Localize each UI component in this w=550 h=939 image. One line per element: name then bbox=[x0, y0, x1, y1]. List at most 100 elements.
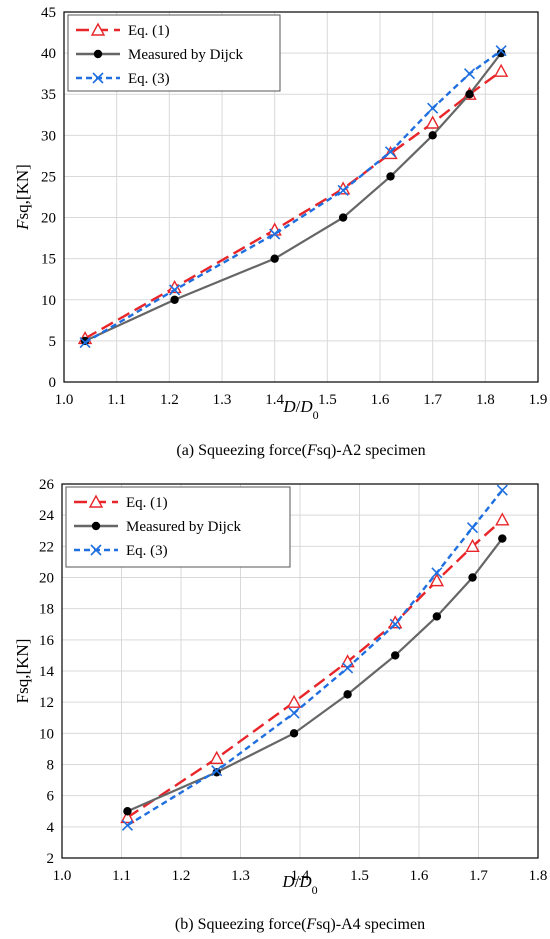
x-tick-label: 1.3 bbox=[231, 868, 250, 884]
data-point bbox=[211, 765, 223, 777]
legend-marker bbox=[90, 22, 106, 36]
data-point bbox=[170, 295, 179, 304]
data-point bbox=[431, 567, 443, 579]
chart-caption: (b) Squeezing force(Fsq)-A4 specimen bbox=[175, 916, 425, 933]
series-line bbox=[84, 52, 503, 342]
chart-caption: (a) Squeezing force(Fsq)-A2 specimen bbox=[176, 442, 425, 459]
data-point bbox=[286, 694, 302, 708]
y-tick-label: 18 bbox=[39, 602, 54, 618]
x-tick-label: 1.9 bbox=[529, 392, 548, 408]
legend-label: Eq. (1) bbox=[128, 23, 170, 39]
y-tick-label: 6 bbox=[47, 789, 55, 805]
y-tick-label: 20 bbox=[41, 211, 56, 227]
data-point bbox=[493, 63, 509, 77]
data-point bbox=[337, 184, 349, 196]
data-point bbox=[123, 807, 132, 816]
data-point bbox=[427, 102, 439, 114]
x-axis-label: D/D0 bbox=[281, 872, 317, 897]
data-point bbox=[80, 336, 90, 346]
x-tick-label: 1.8 bbox=[529, 868, 548, 884]
y-tick-label: 10 bbox=[39, 726, 54, 742]
data-point bbox=[342, 662, 354, 674]
x-tick-label: 1.7 bbox=[423, 392, 442, 408]
data-point bbox=[465, 538, 480, 553]
y-tick-label: 0 bbox=[49, 375, 57, 391]
data-point bbox=[389, 618, 401, 630]
data-point bbox=[468, 573, 477, 582]
legend-marker bbox=[88, 494, 104, 508]
data-point bbox=[288, 707, 300, 719]
chart-b: 1.0 1.1 1.2 1.3 1.4 1.5 1.6 1.7 1.8 24 6 8 10 12 14 16 1… bbox=[13, 477, 548, 933]
series-line bbox=[84, 70, 502, 340]
data-point bbox=[338, 213, 348, 222]
y-axis-label: Fsq,[KN] bbox=[13, 639, 32, 704]
legend-label: Eq. (3) bbox=[126, 543, 168, 559]
y-tick-label: 15 bbox=[41, 252, 56, 268]
legend-marker bbox=[92, 72, 104, 84]
y-tick-label: 12 bbox=[39, 695, 54, 711]
legend-label: Eq. (3) bbox=[128, 71, 170, 87]
y-tick-label: 20 bbox=[39, 571, 54, 587]
x-tick-label: 1.0 bbox=[53, 868, 72, 884]
y-tick-label: 14 bbox=[39, 664, 55, 680]
x-tick-label: 1.1 bbox=[112, 868, 131, 884]
data-point bbox=[343, 690, 352, 699]
y-axis-label: Fsq,[KN] bbox=[13, 164, 32, 231]
y-tick-label: 30 bbox=[41, 128, 56, 144]
y-tick-label: 45 bbox=[41, 5, 56, 21]
x-tick-label: 1.2 bbox=[172, 868, 191, 884]
x-tick-label: 1.5 bbox=[318, 392, 337, 408]
legend-label: Measured by Dijck bbox=[128, 47, 243, 63]
data-point bbox=[466, 522, 479, 534]
data-point bbox=[432, 612, 442, 621]
series-line bbox=[126, 518, 504, 819]
x-tick-label: 1.4 bbox=[291, 868, 310, 884]
data-point bbox=[169, 284, 181, 296]
data-point bbox=[496, 48, 506, 58]
legend-marker bbox=[91, 521, 101, 531]
legend-marker bbox=[90, 544, 102, 556]
data-point bbox=[212, 768, 221, 777]
data-point bbox=[121, 819, 134, 831]
y-tick-label: 10 bbox=[41, 293, 56, 309]
y-tick-label: 26 bbox=[39, 477, 55, 493]
data-point bbox=[428, 131, 437, 140]
series-line bbox=[127, 537, 504, 813]
data-point bbox=[391, 651, 400, 660]
data-point bbox=[495, 512, 510, 526]
series-line bbox=[84, 49, 502, 344]
x-tick-label: 1.7 bbox=[469, 868, 488, 884]
y-tick-label: 8 bbox=[47, 758, 55, 774]
legend-label: Measured by Dijck bbox=[126, 519, 241, 535]
data-point bbox=[270, 254, 279, 263]
data-point bbox=[120, 810, 135, 824]
x-tick-label: 1.6 bbox=[410, 868, 429, 884]
y-tick-label: 24 bbox=[39, 508, 55, 524]
legend-marker bbox=[93, 49, 103, 59]
data-point bbox=[463, 68, 476, 80]
data-point bbox=[496, 484, 508, 496]
y-tick-label: 35 bbox=[41, 87, 56, 103]
plot-frame bbox=[63, 11, 539, 383]
legend-label: Eq. (1) bbox=[126, 495, 168, 511]
data-point bbox=[269, 228, 281, 240]
data-point bbox=[425, 115, 440, 129]
x-tick-label: 1.2 bbox=[160, 392, 179, 408]
y-tick-label: 40 bbox=[41, 46, 56, 62]
x-tick-label: 1.1 bbox=[107, 392, 126, 408]
data-point bbox=[429, 573, 445, 587]
y-tick-label: 25 bbox=[41, 169, 56, 185]
y-tick-label: 16 bbox=[39, 633, 55, 649]
data-point bbox=[289, 729, 299, 738]
data-point bbox=[209, 750, 224, 764]
x-tick-label: 1.3 bbox=[213, 392, 232, 408]
series-line bbox=[126, 489, 504, 827]
x-tick-label: 1.0 bbox=[55, 392, 74, 408]
x-tick-label: 1.8 bbox=[476, 392, 495, 408]
x-tick-label: 1.5 bbox=[350, 868, 369, 884]
data-point bbox=[384, 146, 397, 158]
data-point bbox=[465, 90, 474, 99]
y-tick-label: 4 bbox=[47, 820, 55, 836]
x-tick-label: 1.4 bbox=[265, 392, 284, 408]
data-point bbox=[386, 172, 395, 181]
